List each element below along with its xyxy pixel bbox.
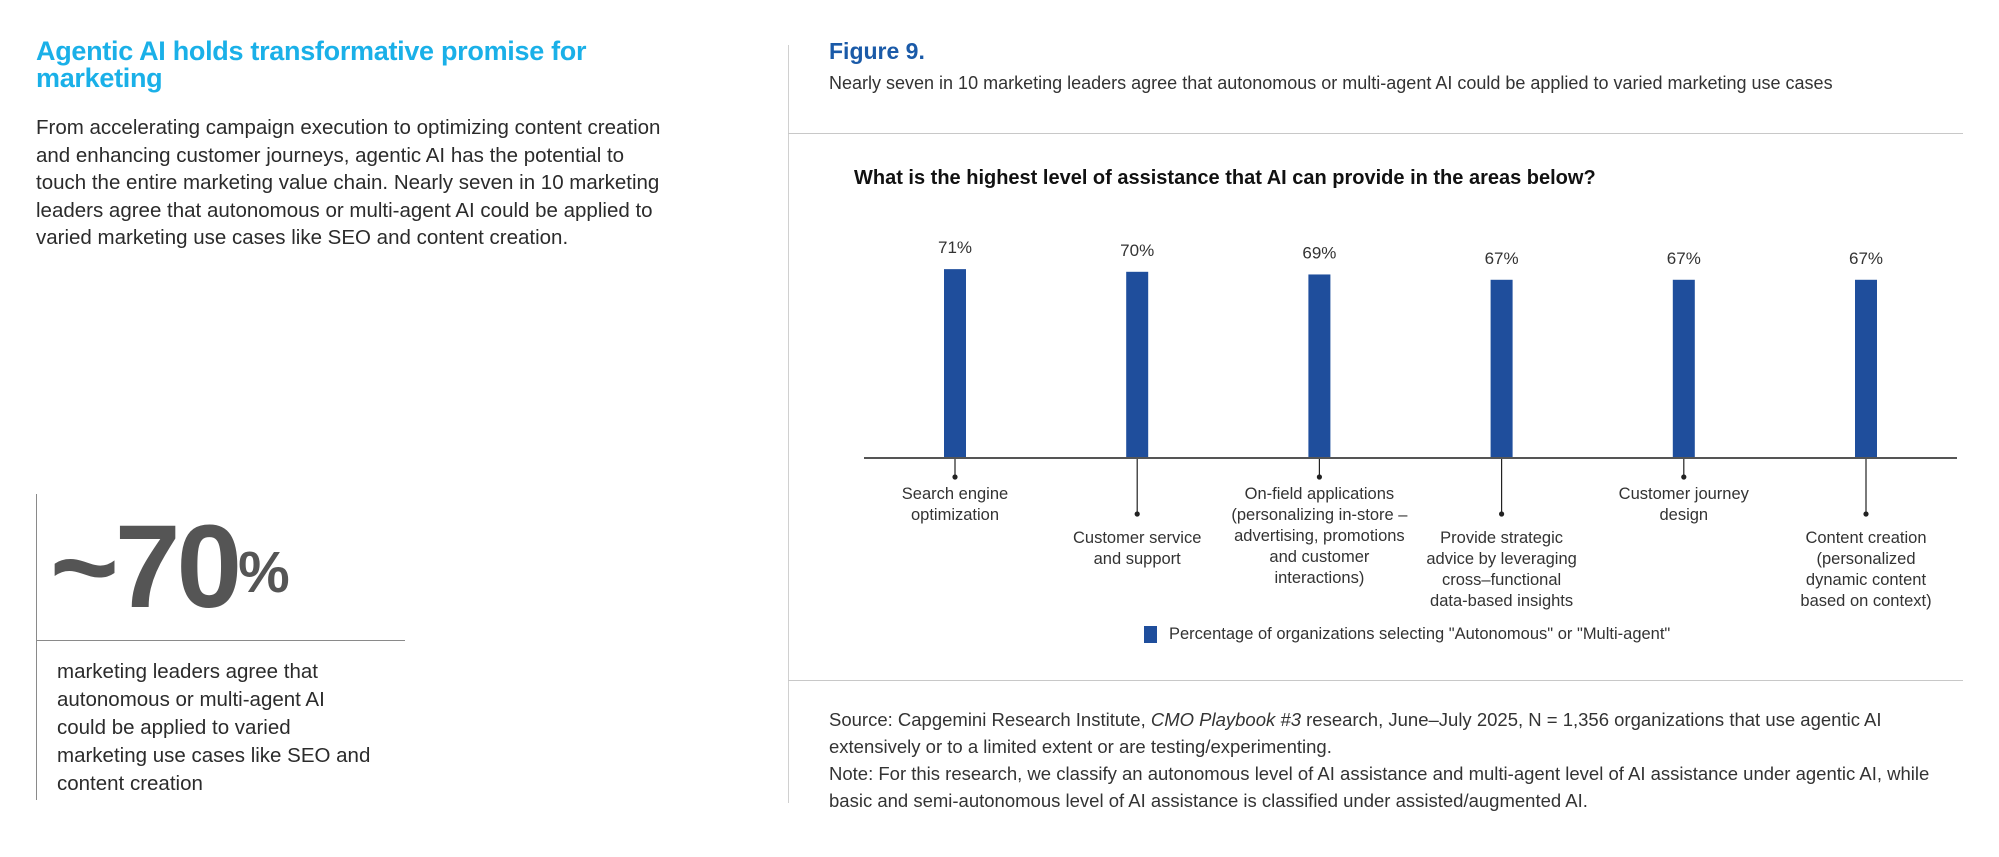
data-label: 70% [1120,241,1154,260]
section-heading: Agentic AI holds transformative promise … [36,36,587,93]
leader-dot [1134,511,1140,517]
intro-paragraph: From accelerating campaign execution to … [36,116,661,249]
figure-divider-bottom [788,680,1963,681]
stat-caption: marketing leaders agree that autonomous … [57,660,371,795]
chart-legend: Percentage of organizations selecting "A… [1144,625,1670,644]
figure-title: Figure 9. [829,38,925,64]
data-label: 67% [1849,249,1883,268]
leader-dot [1499,511,1505,517]
legend-swatch [1144,626,1157,643]
stat-callout: ~70% [50,508,290,626]
source-suffix: research, June–July 2025, N = 1,356 orga… [829,709,1882,757]
leader-dot [1316,474,1322,480]
category-label: Customer journey design [1618,485,1749,524]
data-label: 69% [1302,243,1336,262]
stat-unit: % [238,540,290,605]
leader-dot [952,474,958,480]
bar [1490,279,1513,458]
column-divider [788,45,789,803]
bar [1308,274,1331,458]
data-label: 67% [1485,249,1519,268]
figure-subtitle: Nearly seven in 10 marketing leaders agr… [829,73,1833,93]
stat-vertical-rule [36,494,37,800]
leader-dot [1863,511,1869,517]
category-label: Search engine optimization [901,485,1009,524]
source-note: Source: Capgemini Research Institute, CM… [829,706,1969,814]
bar [1126,271,1149,458]
category-label: Provide strategic advice by leveraging c… [1426,529,1577,610]
category-label: Customer service and support [1073,529,1202,568]
data-label: 71% [938,238,972,257]
chart-title: What is the highest level of assistance … [854,167,1596,189]
figure-divider-top [788,133,1963,134]
bar [944,269,966,458]
bar [1855,279,1877,458]
stat-value: ~70 [50,501,242,633]
source-prefix: Source: Capgemini Research Institute, [829,709,1151,730]
data-label: 67% [1667,249,1701,268]
source-title: CMO Playbook #3 [1150,709,1301,730]
leader-dot [1681,474,1687,480]
legend-label: Percentage of organizations selecting "A… [1169,625,1671,643]
bar [1672,279,1695,458]
category-label: Content creation (personalized dynamic c… [1800,529,1932,610]
stat-horizontal-rule [37,640,405,641]
category-label: On-field applications (personalizing in-… [1231,485,1408,587]
note-text: Note: For this research, we classify an … [829,763,1930,811]
